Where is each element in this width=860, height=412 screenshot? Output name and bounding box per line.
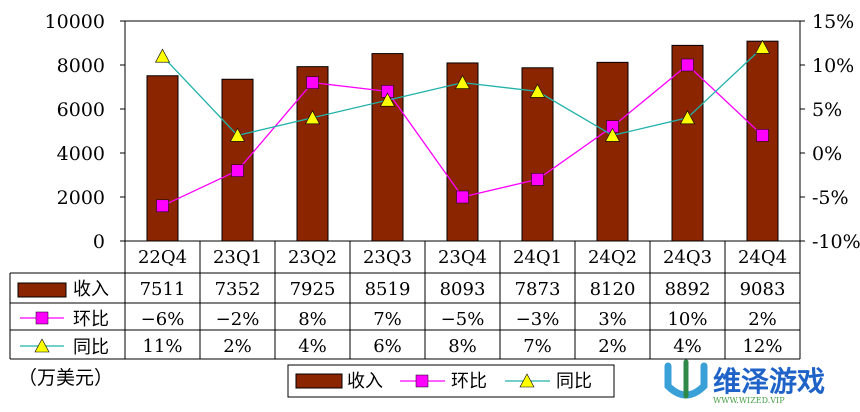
point-mom — [681, 58, 694, 72]
data-label: 4% — [298, 336, 327, 357]
data-label: 8% — [448, 336, 477, 357]
point-yoy — [454, 74, 471, 89]
y-left-tick-label: 0 — [93, 231, 105, 253]
table-key-label: 同比 — [73, 337, 109, 358]
data-label: −2% — [216, 309, 260, 330]
y-right-tick-label: -10% — [812, 231, 860, 253]
bar — [221, 78, 254, 242]
y-left-tick-label: 2000 — [57, 187, 105, 209]
unit-note: （万美元） — [18, 367, 113, 389]
y-right-tick-label: 5% — [812, 99, 842, 121]
bar — [671, 44, 704, 242]
point-mom — [231, 164, 244, 177]
y-left-tick-label: 4000 — [57, 143, 105, 165]
bar — [146, 75, 179, 242]
data-label: 2% — [748, 309, 777, 330]
x-tick-label: 23Q4 — [438, 247, 487, 268]
y-left-tick-label: 6000 — [57, 99, 105, 121]
point-yoy — [754, 39, 771, 54]
data-label: 11% — [142, 336, 182, 357]
data-label: 8093 — [440, 279, 486, 300]
x-tick-label: 24Q1 — [513, 247, 562, 268]
point-yoy — [304, 110, 321, 125]
table-key-label: 收入 — [73, 279, 109, 300]
x-tick-label: 24Q4 — [738, 247, 787, 268]
data-label: 7925 — [290, 279, 336, 300]
point-yoy — [229, 127, 246, 142]
x-tick-label: 22Q4 — [138, 247, 187, 268]
point-mom — [756, 129, 769, 142]
data-label: 7352 — [215, 279, 261, 300]
data-label: 2% — [598, 336, 627, 357]
point-mom — [531, 173, 544, 186]
y-right-tick-label: 10% — [812, 55, 854, 77]
y-right-tick-label: 0% — [812, 143, 842, 165]
legend-label: 环比 — [451, 371, 487, 392]
table-key-marker — [35, 311, 49, 325]
table-key-label: 环比 — [73, 309, 109, 330]
point-yoy — [679, 110, 696, 125]
data-label: 4% — [673, 336, 702, 357]
bar — [446, 62, 479, 242]
x-tick-label: 24Q3 — [663, 247, 712, 268]
data-label: 6% — [373, 336, 402, 357]
data-label: −6% — [141, 309, 185, 330]
data-label: 12% — [742, 336, 782, 357]
point-mom — [306, 76, 319, 89]
watermark-text: 维泽游戏 — [713, 365, 825, 398]
legend-swatch-marker — [415, 374, 429, 388]
bar — [596, 61, 629, 242]
watermark-url: WWW.WIZED.VIP — [713, 396, 785, 405]
table-key-bar — [17, 282, 67, 298]
x-tick-label: 23Q1 — [213, 247, 262, 268]
data-label: 7511 — [140, 279, 186, 300]
data-label: −3% — [516, 309, 560, 330]
table-key-marker — [34, 338, 50, 353]
legend-label: 同比 — [556, 371, 592, 392]
data-label: −5% — [441, 309, 485, 330]
y-right-tick-label: -5% — [812, 187, 849, 209]
legend-label: 收入 — [347, 371, 383, 392]
data-label: 7873 — [515, 279, 561, 300]
x-tick-label: 24Q2 — [588, 247, 637, 268]
data-label: 8120 — [590, 279, 636, 300]
x-tick-label: 23Q3 — [363, 247, 412, 268]
point-yoy — [154, 48, 171, 63]
y-left-tick-label: 10000 — [45, 11, 105, 33]
data-label: 8519 — [365, 279, 411, 300]
point-yoy — [379, 92, 396, 107]
point-mom — [156, 199, 169, 213]
data-label: 3% — [598, 309, 627, 330]
point-yoy — [604, 127, 621, 142]
y-right-tick-label: 15% — [812, 11, 854, 33]
bar — [296, 66, 329, 242]
data-label: 8% — [298, 309, 327, 330]
watermark-logo — [664, 359, 708, 399]
legend-swatch-bar — [295, 373, 343, 389]
data-label: 10% — [667, 309, 707, 330]
data-label: 7% — [523, 336, 552, 357]
data-label: 2% — [223, 336, 252, 357]
point-yoy — [529, 83, 546, 98]
point-mom — [456, 190, 469, 204]
data-label: 9083 — [740, 279, 786, 300]
bar — [371, 53, 404, 242]
x-tick-label: 23Q2 — [288, 247, 337, 268]
legend-swatch-marker — [519, 373, 535, 388]
data-label: 7% — [373, 309, 402, 330]
y-left-tick-label: 8000 — [57, 55, 105, 77]
data-label: 8892 — [665, 279, 711, 300]
